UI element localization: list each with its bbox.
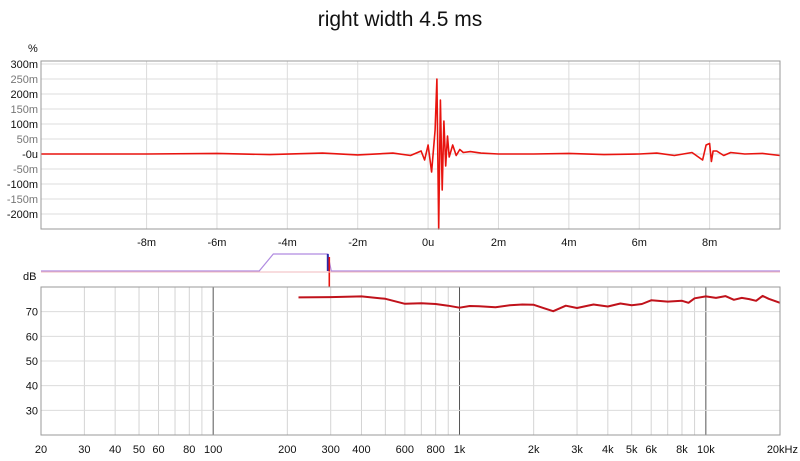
impulse-y-tick-label: 50m xyxy=(17,134,38,146)
impulse-x-tick-label: -8m xyxy=(137,237,156,249)
impulse-y-tick-label: 300m xyxy=(10,59,38,71)
impulse-series xyxy=(41,78,781,230)
frequency-series xyxy=(298,294,781,313)
frequency-tick-labels: 70 60 50 40 30 20 30 40 50 60 80 100 200 300 400 600 800… xyxy=(26,307,798,456)
frequency-x-tick-label: 300 xyxy=(322,444,340,456)
impulse-frame xyxy=(40,60,781,230)
impulse-y-tick-label: 150m xyxy=(10,104,38,116)
frequency-y-tick-label: 40 xyxy=(26,381,38,393)
frequency-x-tick-label: 30 xyxy=(78,444,90,456)
frequency-x-tick-label: 6k xyxy=(645,444,657,456)
chart-title: right width 4.5 ms xyxy=(317,8,483,31)
impulse-y-tick-label: 200m xyxy=(10,89,38,101)
impulse-y-tick-label: -0u xyxy=(22,149,38,161)
window-strip-db-label: dB xyxy=(23,271,36,283)
window-window-trace xyxy=(41,253,780,272)
frequency-x-tick-label: 200 xyxy=(278,444,296,456)
frequency-x-tick-label: 20kHz xyxy=(767,444,798,456)
impulse-trace xyxy=(41,78,781,230)
frequency-x-tick-label: 2k xyxy=(528,444,540,456)
frequency-x-tick-label: 5k xyxy=(626,444,638,456)
frequency-x-tick-label: 10k xyxy=(697,444,715,456)
impulse-y-tick-label: -200m xyxy=(7,209,38,221)
impulse-x-tick-label: -6m xyxy=(207,237,226,249)
frequency-y-tick-label: 60 xyxy=(26,331,38,343)
frequency-x-tick-label: 1k xyxy=(454,444,466,456)
frequency-y-tick-label: 50 xyxy=(26,356,38,368)
impulse-y-tick-label: -150m xyxy=(7,194,38,206)
impulse-y-tick-label: -50m xyxy=(13,164,38,176)
impulse-x-tick-label: 8m xyxy=(702,237,717,249)
frequency-x-tick-label: 8k xyxy=(676,444,688,456)
impulse-x-tick-label: 4m xyxy=(561,237,576,249)
frequency-x-tick-label: 400 xyxy=(352,444,370,456)
impulse-x-tick-label: 2m xyxy=(491,237,506,249)
frequency-frame xyxy=(40,286,781,436)
frequency-x-tick-label: 100 xyxy=(204,444,222,456)
impulse-x-tick-label: 6m xyxy=(632,237,647,249)
frequency-x-tick-label: 3k xyxy=(571,444,583,456)
frequency-x-tick-label: 80 xyxy=(183,444,195,456)
frequency-x-tick-label: 50 xyxy=(133,444,145,456)
frequency-y-tick-label: 30 xyxy=(26,405,38,417)
frequency-grid xyxy=(40,287,781,435)
frequency-x-tick-label: 40 xyxy=(109,444,121,456)
frequency-trace xyxy=(298,294,781,313)
impulse-x-tick-label: 0u xyxy=(422,237,434,249)
impulse-y-tick-label: 100m xyxy=(10,119,38,131)
impulse-x-tick-label: -4m xyxy=(278,237,297,249)
frequency-y-tick-label: 70 xyxy=(26,307,38,319)
impulse-y-tick-label: -100m xyxy=(7,179,38,191)
frequency-x-tick-label: 20 xyxy=(35,444,47,456)
frequency-x-tick-label: 800 xyxy=(426,444,444,456)
frequency-x-tick-label: 600 xyxy=(396,444,414,456)
frequency-x-tick-label: 4k xyxy=(602,444,614,456)
impulse-grid xyxy=(41,61,780,229)
impulse-x-tick-label: -2m xyxy=(348,237,367,249)
impulse-tick-labels: 300m 250m 200m 150m 100m 50m -0u -50m -100m -150m… xyxy=(7,59,717,249)
frequency-x-tick-label: 60 xyxy=(152,444,164,456)
impulse-y-unit: % xyxy=(28,43,38,55)
impulse-y-tick-label: 250m xyxy=(10,74,38,86)
